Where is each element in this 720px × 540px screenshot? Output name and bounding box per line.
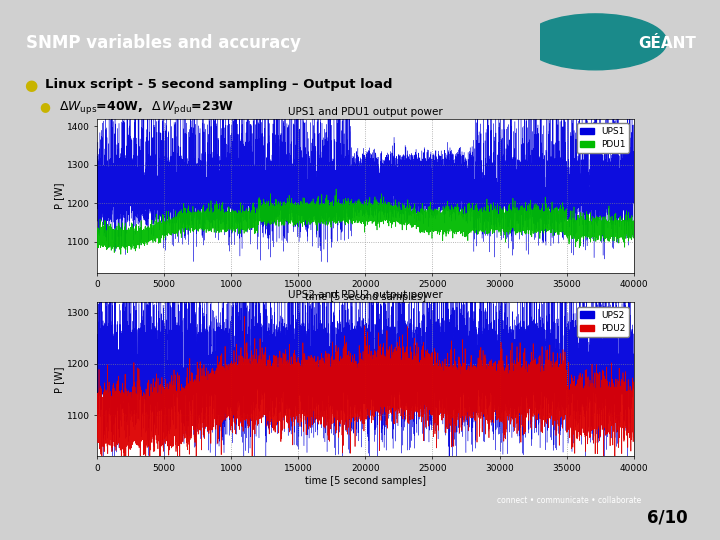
UPS1	[323, 259, 332, 266]
PDU1	[332, 186, 341, 192]
UPS1	[93, 176, 102, 183]
Line: UPS2: UPS2	[97, 239, 634, 467]
UPS2	[122, 294, 131, 300]
UPS2	[434, 371, 443, 377]
Text: 6/10: 6/10	[647, 509, 688, 526]
Legend: UPS2, PDU2: UPS2, PDU2	[577, 307, 629, 336]
UPS2	[339, 399, 348, 406]
PDU1	[252, 218, 261, 224]
UPS1	[232, 72, 240, 78]
PDU2	[339, 380, 348, 387]
Circle shape	[524, 14, 667, 70]
UPS1	[252, 192, 261, 198]
PDU1	[339, 206, 348, 213]
UPS2	[476, 235, 485, 242]
UPS1	[370, 194, 379, 201]
PDU2	[370, 370, 379, 377]
UPS2	[93, 405, 102, 411]
PDU2	[240, 313, 248, 320]
UPS1	[496, 199, 505, 206]
PDU1	[629, 231, 638, 238]
Y-axis label: P [W]: P [W]	[54, 183, 64, 209]
Y-axis label: P [W]: P [W]	[54, 366, 64, 393]
UPS2	[370, 372, 379, 378]
PDU1	[434, 222, 443, 228]
UPS2	[252, 387, 261, 394]
Text: connect • communicate • collaborate: connect • communicate • collaborate	[497, 496, 641, 504]
Text: ●: ●	[40, 100, 50, 113]
PDU2	[93, 390, 102, 397]
PDU2	[629, 408, 638, 415]
Line: UPS1: UPS1	[97, 75, 634, 262]
Text: Linux script - 5 second sampling – Output load: Linux script - 5 second sampling – Outpu…	[45, 78, 392, 91]
Title: UPS1 and PDU1 output power: UPS1 and PDU1 output power	[288, 106, 443, 117]
PDU1	[93, 237, 102, 243]
PDU1	[496, 207, 505, 213]
Line: PDU1: PDU1	[97, 189, 634, 254]
Text: SNMP variables and accuracy: SNMP variables and accuracy	[26, 35, 301, 52]
PDU2	[434, 390, 443, 396]
PDU2	[120, 465, 128, 472]
UPS1	[434, 174, 443, 180]
UPS1	[122, 193, 131, 200]
UPS1	[339, 197, 348, 203]
UPS1	[629, 192, 638, 199]
Line: PDU2: PDU2	[97, 316, 634, 469]
X-axis label: time [5 second samples]: time [5 second samples]	[305, 292, 426, 302]
PDU1	[117, 251, 125, 258]
PDU2	[252, 367, 261, 373]
Text: ●: ●	[24, 78, 37, 93]
PDU1	[122, 237, 131, 243]
UPS2	[629, 381, 638, 388]
PDU2	[496, 379, 505, 386]
Title: UPS2 and PDU2 output power: UPS2 and PDU2 output power	[288, 290, 443, 300]
Text: GÉANT: GÉANT	[638, 36, 696, 51]
UPS2	[496, 411, 505, 418]
PDU2	[122, 407, 131, 413]
PDU1	[370, 205, 379, 211]
Text: $\Delta W_{\mathrm{ups}}$=40W,  $\Delta\,W_{\mathrm{pdu}}$=23W: $\Delta W_{\mathrm{ups}}$=40W, $\Delta\,…	[59, 99, 234, 116]
X-axis label: time [5 second samples]: time [5 second samples]	[305, 476, 426, 485]
Legend: UPS1, PDU1: UPS1, PDU1	[577, 123, 629, 153]
UPS2	[240, 464, 248, 470]
